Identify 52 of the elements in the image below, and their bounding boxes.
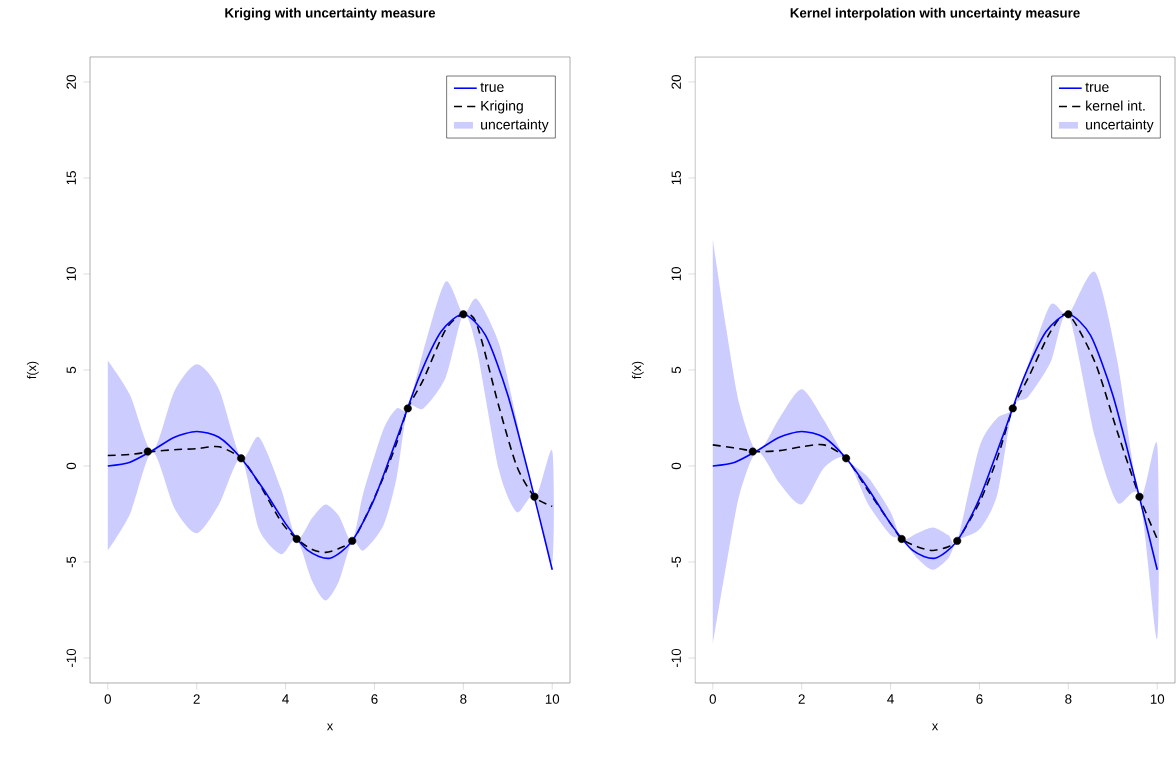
x-tick-label: 0 <box>709 694 716 704</box>
point <box>1064 310 1073 319</box>
y-tick-label: 10 <box>671 267 681 281</box>
legend-label: kernel int. <box>1086 100 1145 111</box>
y-tick-label: 10 <box>66 267 76 281</box>
point <box>403 404 412 413</box>
y-tick-label: 0 <box>66 462 76 470</box>
y-axis-title: f(x) <box>631 361 644 379</box>
point <box>953 536 962 545</box>
y-tick-label: -5 <box>66 556 76 568</box>
y-axis-title: f(x) <box>26 361 39 379</box>
y-tick-label: -5 <box>671 556 681 568</box>
y-tick-label: 20 <box>66 75 76 89</box>
legend-label: true <box>1085 82 1109 92</box>
x-tick-label: 6 <box>976 694 983 704</box>
point <box>1135 492 1144 501</box>
chart-title: Kernel interpolation with uncertainty measure <box>790 7 1080 21</box>
point <box>292 534 301 543</box>
x-tick-label: 10 <box>545 694 560 704</box>
point <box>897 534 906 543</box>
legend-label: Kriging <box>481 100 523 114</box>
x-tick-label: 6 <box>371 694 378 704</box>
x-tick-label: 2 <box>193 694 200 704</box>
x-tick-label: 8 <box>1065 694 1072 704</box>
y-tick-label: -10 <box>66 648 76 668</box>
point <box>842 454 851 463</box>
chart-title: Kriging with uncertainty measure <box>225 7 436 21</box>
point <box>530 492 539 501</box>
legend-label: uncertainty <box>1086 119 1154 133</box>
x-tick-label: 2 <box>798 694 805 704</box>
legend-label: true <box>480 82 504 92</box>
x-tick-label: 4 <box>887 694 894 704</box>
point <box>748 447 757 456</box>
x-tick-label: 0 <box>104 694 111 704</box>
point <box>459 310 468 319</box>
y-tick-label: 5 <box>66 366 76 374</box>
x-axis-title: x <box>326 723 334 731</box>
x-tick-label: 4 <box>282 694 289 704</box>
y-tick-label: 15 <box>66 171 76 185</box>
y-tick-label: 20 <box>671 75 681 89</box>
y-tick-label: 15 <box>671 171 681 185</box>
x-tick-label: 8 <box>460 694 467 704</box>
legend-label: uncertainty <box>481 119 549 133</box>
y-tick-label: 5 <box>671 366 681 374</box>
x-tick-label: 10 <box>1150 694 1165 704</box>
point <box>348 536 357 545</box>
y-tick-label: 0 <box>671 462 681 470</box>
point <box>1008 404 1017 413</box>
y-tick-label: -10 <box>671 648 681 668</box>
x-axis-title: x <box>931 723 939 731</box>
point <box>237 454 246 463</box>
point <box>143 447 152 456</box>
